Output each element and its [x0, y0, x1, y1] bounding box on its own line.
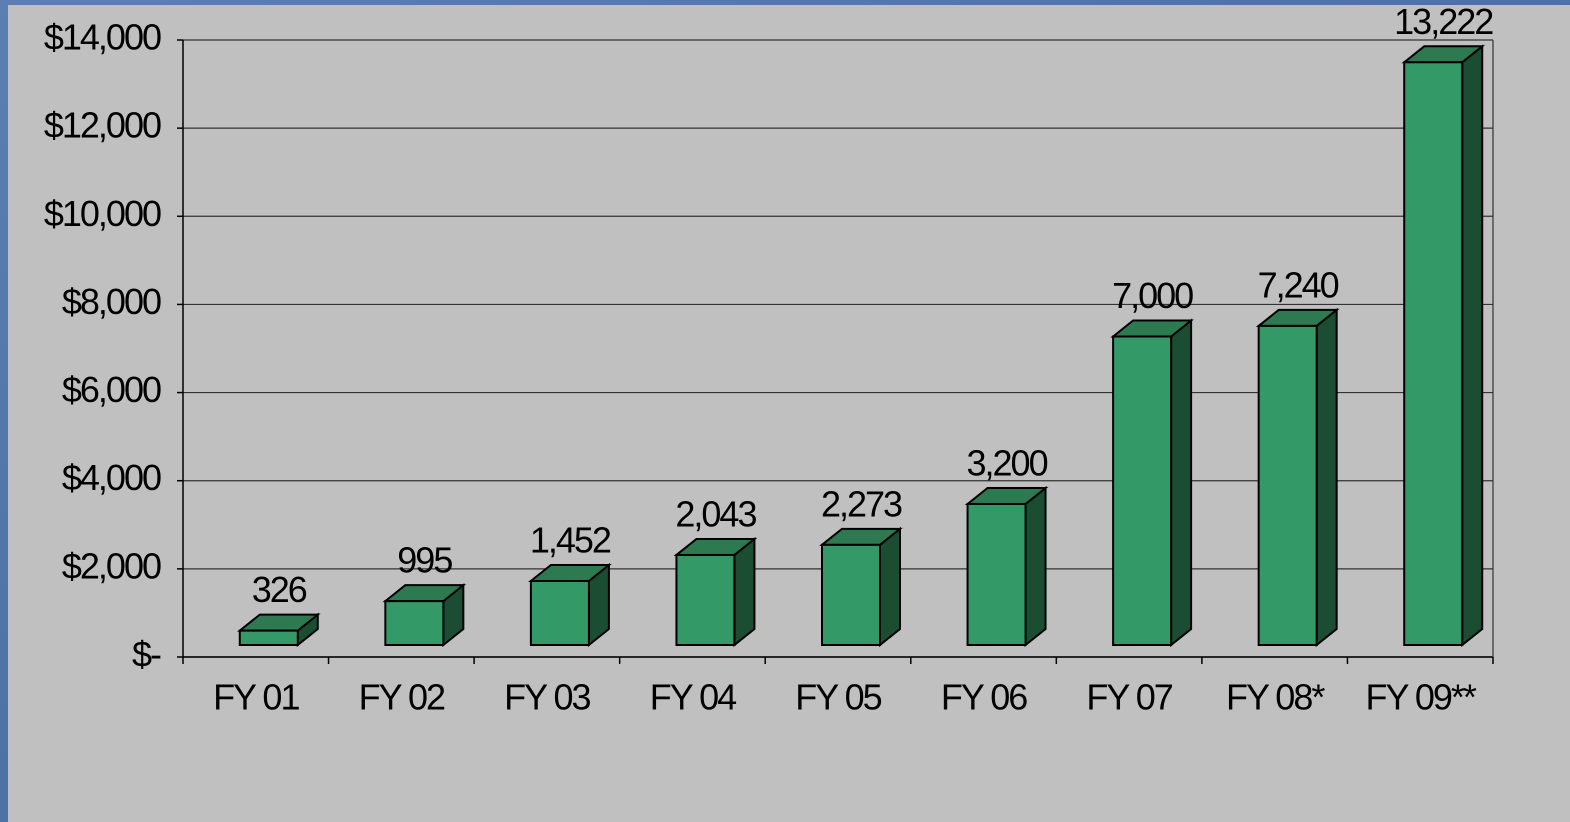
bar-side [1024, 485, 1047, 648]
value-label: 7,240 [1258, 264, 1339, 305]
bar [821, 543, 881, 646]
y-tick-label: $8,000 [62, 281, 161, 322]
bar-side [1461, 44, 1484, 648]
bar [238, 629, 299, 646]
x-tick-label: FY 06 [941, 677, 1027, 718]
x-tick-label: FY 03 [504, 677, 590, 718]
bar [966, 502, 1027, 646]
y-tick-label: $12,000 [44, 105, 161, 146]
x-tick-label: FY 08* [1226, 677, 1325, 718]
x-tick-label: FY 04 [650, 677, 736, 718]
value-label: 995 [397, 540, 452, 581]
value-label: 13,222 [1394, 1, 1493, 42]
bar [1403, 61, 1464, 646]
y-tick-label: $4,000 [62, 457, 161, 498]
x-tick-label: FY 07 [1086, 677, 1172, 718]
value-label: 3,200 [967, 442, 1048, 483]
bar-side [733, 536, 756, 648]
bar [1257, 324, 1318, 646]
x-tick-label: FY 01 [213, 677, 299, 718]
bar [675, 553, 736, 647]
y-tick-label: $14,000 [44, 17, 161, 58]
bar-side [1170, 318, 1193, 648]
y-tick-label: $- [132, 634, 161, 675]
value-label: 2,043 [675, 493, 756, 534]
value-label: 7,000 [1112, 275, 1193, 316]
bar [384, 600, 445, 646]
x-tick-label: FY 02 [359, 677, 445, 718]
bar [529, 580, 590, 647]
value-label: 1,452 [530, 520, 611, 561]
value-label: 326 [252, 569, 307, 610]
bar-side [1315, 307, 1338, 648]
value-label: 2,273 [821, 483, 902, 524]
bar-side [879, 526, 901, 648]
bar [1112, 335, 1173, 646]
x-tick-label: FY 05 [795, 677, 881, 718]
y-tick-label: $10,000 [44, 193, 161, 234]
y-tick-label: $6,000 [62, 369, 161, 410]
x-tick-label: FY 09** [1366, 677, 1477, 718]
y-tick-label: $2,000 [62, 545, 161, 586]
